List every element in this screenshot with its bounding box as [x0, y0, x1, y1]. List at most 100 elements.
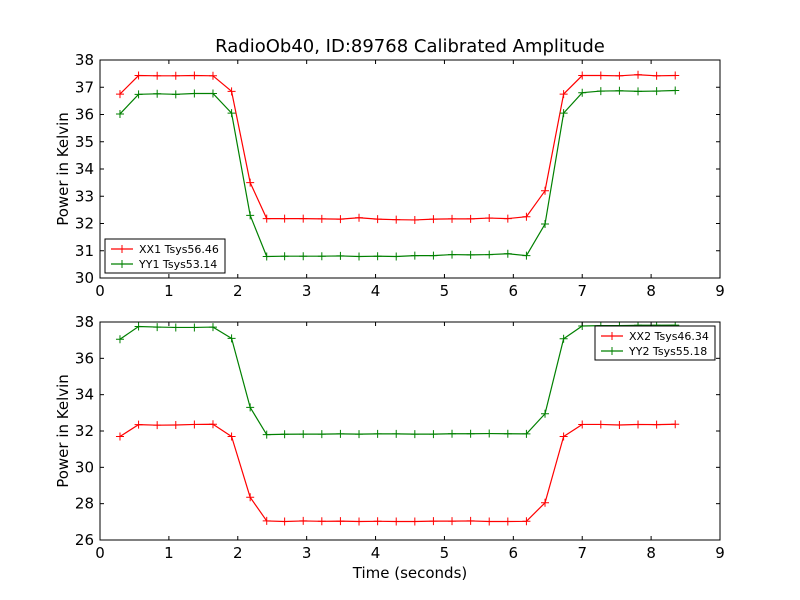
bottom-series-2-point [227, 334, 236, 343]
figure-title: RadioOb40, ID:89768 Calibrated Amplitude [215, 36, 605, 57]
bottom-series-1-point [190, 420, 199, 429]
bottom-x-tick-label: 5 [440, 544, 450, 562]
bottom-series-1-point [299, 516, 308, 525]
top-x-tick-label: 0 [95, 282, 105, 300]
top-series-1-point [652, 71, 661, 80]
top-series-1-point [392, 215, 401, 224]
top-series-2-point [429, 251, 438, 260]
top-series-1-point [522, 212, 531, 221]
bottom-series-1-point [355, 517, 364, 526]
bottom-y-tick-label: 30 [75, 458, 94, 476]
top-series-1-point [448, 214, 457, 223]
top-series-1-point [262, 214, 271, 223]
top-series-2-point [541, 220, 550, 229]
bottom-legend-marker [608, 332, 616, 340]
top-legend-marker [118, 260, 126, 268]
bottom-x-tick-label: 2 [233, 544, 243, 562]
bottom-y-tick-label: 38 [75, 313, 94, 331]
bottom-series-2-point [171, 323, 180, 332]
top-series-1-point [596, 71, 605, 80]
bottom-y-axis-label: Power in Kelvin [54, 374, 72, 488]
top-plot-series [115, 70, 680, 261]
top-y-tick-label: 37 [75, 78, 94, 96]
top-series-1-point [485, 214, 494, 223]
bottom-series-1-point [652, 420, 661, 429]
bottom-series-2-point [355, 430, 364, 439]
bottom-series-2-point [317, 430, 326, 439]
top-series-2-point [392, 252, 401, 261]
top-y-tick-label: 33 [75, 187, 94, 205]
top-series-1-point [134, 71, 143, 80]
bottom-series-2 [115, 322, 680, 439]
top-legend-box [104, 238, 226, 274]
bottom-series-1-point [596, 420, 605, 429]
top-x-tick-label: 8 [646, 282, 656, 300]
bottom-series-1-point [171, 421, 180, 430]
top-series-2-point [262, 252, 271, 261]
bottom-series-1-point [671, 420, 680, 429]
top-series-2-point [190, 89, 199, 98]
bottom-legend-box [594, 325, 716, 361]
top-series-2-point [227, 109, 236, 118]
top-series-2-point [448, 250, 457, 259]
bottom-series-1-point [280, 517, 289, 526]
bottom-series-2-point [466, 429, 475, 438]
bottom-y-tick-label: 36 [75, 349, 94, 367]
top-x-tick-label: 6 [509, 282, 519, 300]
top-series-2-point [153, 89, 162, 98]
bottom-series-2-point [299, 430, 308, 439]
bottom-series-1-point [410, 517, 419, 526]
top-legend-marker [118, 245, 126, 253]
top-series-1-point [317, 214, 326, 223]
top-series-1-point [373, 215, 382, 224]
top-series-2-point [466, 250, 475, 259]
top-series-2-point [578, 88, 587, 97]
bottom-series-2-point [429, 430, 438, 439]
bottom-series-1-point [153, 421, 162, 430]
bottom-legend-label: YY2 Tsys55.18 [628, 345, 707, 358]
top-series-2-point [171, 90, 180, 99]
top-legend: XX1 Tsys56.46 YY1 Tsys53.14 [104, 238, 226, 274]
top-series-2-point [336, 251, 345, 260]
bottom-series-1 [115, 420, 680, 526]
top-y-tick-label: 34 [75, 160, 94, 178]
bottom-series-2-point [392, 429, 401, 438]
bottom-series-2-point [541, 409, 550, 418]
top-series-2-point [485, 250, 494, 259]
top-series-1-point [280, 214, 289, 223]
top-series-2-point [559, 109, 568, 118]
bottom-x-axis-label: Time (seconds) [352, 564, 468, 582]
bottom-series-2-point [262, 430, 271, 439]
top-series-1-point [503, 214, 512, 223]
bottom-series-1-point [373, 517, 382, 526]
bottom-series-2-point [153, 323, 162, 332]
bottom-series-2-point [559, 334, 568, 343]
top-y-tick-label: 32 [75, 215, 94, 233]
top-series-1-point [466, 214, 475, 223]
bottom-y-tick-label: 32 [75, 422, 94, 440]
top-y-tick-label: 35 [75, 133, 94, 151]
top-x-tick-label: 9 [715, 282, 725, 300]
bottom-series-1-point [466, 516, 475, 525]
top-series-2-point [522, 251, 531, 260]
bottom-series-1-point [634, 420, 643, 429]
bottom-series-1-point [246, 493, 255, 502]
bottom-legend-marker [608, 347, 616, 355]
bottom-series-1-point [429, 517, 438, 526]
bottom-series-1-point [262, 516, 271, 525]
bottom-series-2-point [134, 322, 143, 331]
top-series-2-point [280, 252, 289, 261]
bottom-series-2-point [448, 429, 457, 438]
top-x-tick-label: 2 [233, 282, 243, 300]
top-y-tick-label: 38 [75, 51, 94, 69]
top-series-1-point [115, 90, 124, 99]
top-x-tick-label: 5 [440, 282, 450, 300]
bottom-series-2-point [246, 403, 255, 412]
bottom-series-2-point [280, 430, 289, 439]
bottom-series-1-point [615, 421, 624, 430]
top-series-1-point [634, 70, 643, 79]
